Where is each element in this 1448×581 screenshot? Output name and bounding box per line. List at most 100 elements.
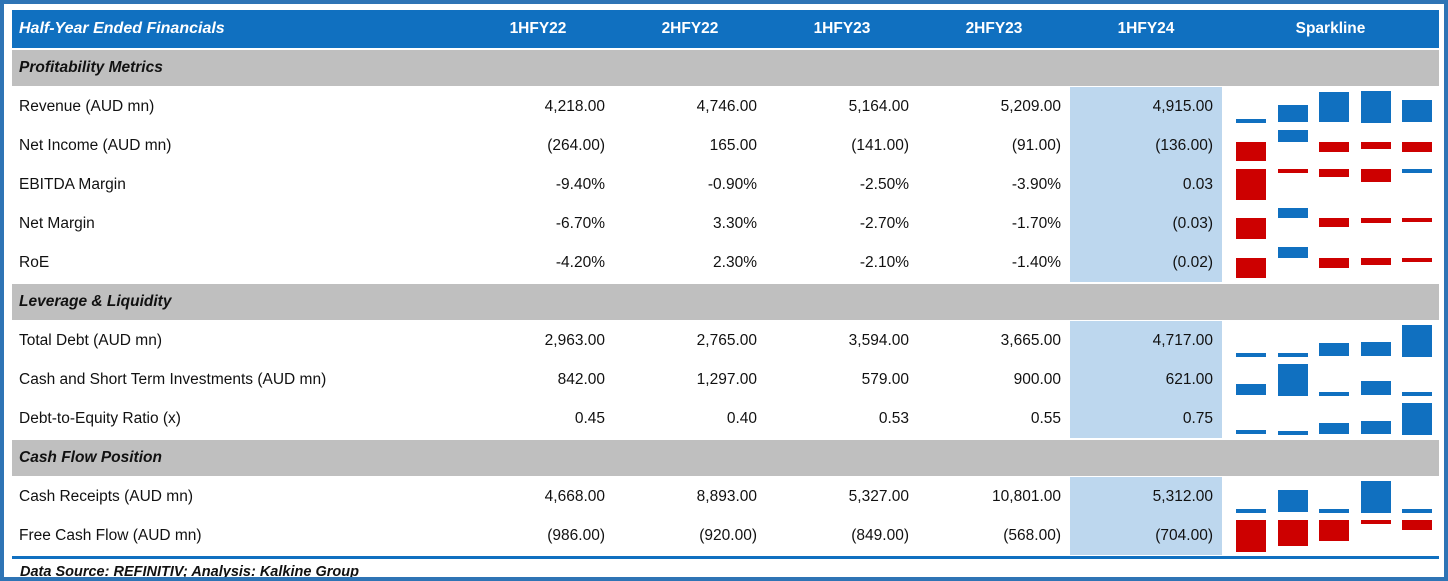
row-label: Cash Receipts (AUD mn): [19, 487, 193, 505]
section-header-row: Profitability Metrics: [12, 50, 1439, 86]
value-cell: -9.40%: [555, 175, 605, 193]
value-cell: (920.00): [699, 526, 757, 544]
value-cell: 3,594.00: [848, 331, 909, 349]
sparkline-bar: [1360, 90, 1391, 123]
sparkline-chart: [1236, 363, 1432, 396]
value-cell: 4,915.00: [1070, 87, 1222, 126]
value-cell: (264.00): [547, 136, 605, 154]
sparkline-cell: [1222, 321, 1439, 360]
sparkline-bar: [1360, 341, 1391, 357]
sparkline-bar: [1277, 129, 1308, 142]
row-label: Total Debt (AUD mn): [19, 331, 162, 349]
value-cell: 5,312.00: [1070, 477, 1222, 516]
value-cell: -1.70%: [1011, 214, 1061, 232]
sparkline-bar: [1277, 363, 1308, 396]
value-cell: 165.00: [709, 136, 757, 154]
sparkline-bar: [1402, 519, 1432, 530]
sparkline-bar: [1236, 218, 1266, 240]
value-cell: (986.00): [547, 526, 605, 544]
value-cell: 842.00: [557, 370, 605, 388]
sparkline-bar: [1319, 168, 1349, 178]
sparkline-bar: [1402, 391, 1432, 396]
sparkline-bar: [1277, 246, 1308, 258]
value-cell: 0.03: [1070, 165, 1222, 204]
sparkline-bar: [1402, 99, 1432, 123]
value-cell: -1.40%: [1011, 253, 1061, 271]
value-cell: 4,717.00: [1070, 321, 1222, 360]
value-cell: 0.75: [1070, 399, 1222, 438]
column-header-sparkline: Sparkline: [1295, 20, 1366, 37]
value-cell: 0.55: [1030, 409, 1061, 427]
table-row: EBITDA Margin -9.40% -0.90% -2.50% -3.90% 0.0…: [12, 165, 1439, 204]
table-row: Cash and Short Term Investments (AUD mn)…: [12, 360, 1439, 399]
value-cell: 0.40: [726, 409, 757, 427]
sparkline-bar: [1319, 91, 1349, 123]
sparkline-chart: [1236, 519, 1432, 552]
sparkline-bar: [1236, 508, 1266, 513]
sparkline-chart: [1236, 402, 1432, 435]
value-cell: (0.03): [1070, 204, 1222, 243]
sparkline-bar: [1277, 430, 1308, 435]
source-note: Data Source: REFINITIV; Analysis: Kalkin…: [20, 563, 359, 580]
sparkline-cell: [1222, 87, 1439, 126]
sparkline-bar: [1236, 352, 1266, 357]
row-label: Free Cash Flow (AUD mn): [19, 526, 202, 544]
value-cell: -2.10%: [859, 253, 909, 271]
column-header-2hfy23: 2HFY23: [965, 20, 1023, 37]
sparkline-chart: [1236, 480, 1432, 513]
sparkline-chart: [1236, 207, 1432, 240]
sparkline-bar: [1277, 490, 1308, 513]
value-cell: 4,218.00: [544, 97, 605, 115]
sparkline-bar: [1360, 168, 1391, 182]
column-header-1hfy23: 1HFY23: [813, 20, 871, 37]
column-header-2hfy22: 2HFY22: [661, 20, 719, 37]
value-cell: 4,746.00: [696, 97, 757, 115]
value-cell: 2,765.00: [696, 331, 757, 349]
table-row: Net Income (AUD mn) (264.00) 165.00 (141.00…: [12, 126, 1439, 165]
table-row: Cash Receipts (AUD mn) 4,668.00 8,893.00 5,…: [12, 477, 1439, 516]
financial-table: Half-Year Ended Financials 1HFY22 2HFY22…: [4, 4, 1444, 580]
sparkline-bar: [1360, 420, 1391, 435]
sparkline-bar: [1402, 324, 1432, 357]
sparkline-bar: [1402, 508, 1432, 513]
value-cell: (704.00): [1070, 516, 1222, 555]
value-cell: 3,665.00: [1000, 331, 1061, 349]
value-cell: -2.70%: [859, 214, 909, 232]
row-label: Revenue (AUD mn): [19, 97, 155, 115]
sparkline-bar: [1402, 257, 1432, 262]
sparkline-bar: [1319, 141, 1349, 153]
sparkline-bar: [1236, 257, 1266, 279]
value-cell: 5,209.00: [1000, 97, 1061, 115]
sparkline-cell: [1222, 360, 1439, 399]
value-cell: (0.02): [1070, 243, 1222, 282]
sparkline-bar: [1402, 402, 1432, 435]
section-label: Profitability Metrics: [19, 59, 163, 76]
value-cell: (136.00): [1070, 126, 1222, 165]
sparkline-bar: [1277, 352, 1308, 357]
value-cell: 10,801.00: [992, 487, 1061, 505]
sparkline-bar: [1402, 218, 1432, 223]
section-header-row: Leverage & Liquidity: [12, 284, 1439, 320]
column-header-1hfy24: 1HFY24: [1117, 20, 1175, 37]
value-cell: -3.90%: [1011, 175, 1061, 193]
sparkline-chart: [1236, 90, 1432, 123]
row-label: Net Margin: [19, 214, 95, 232]
sparkline-cell: [1222, 516, 1439, 555]
sparkline-cell: [1222, 477, 1439, 516]
value-cell: 5,164.00: [848, 97, 909, 115]
sparkline-chart: [1236, 324, 1432, 357]
sparkline-bar: [1360, 218, 1391, 224]
value-cell: 5,327.00: [848, 487, 909, 505]
sparkline-bar: [1236, 429, 1266, 435]
table-row: Free Cash Flow (AUD mn) (986.00) (920.00) (…: [12, 516, 1439, 555]
section-label: Cash Flow Position: [19, 449, 162, 466]
value-cell: 3.30%: [713, 214, 757, 232]
sparkline-cell: [1222, 399, 1439, 438]
table-body: Profitability Metrics Revenue (AUD mn) 4,2…: [12, 48, 1439, 555]
value-cell: (91.00): [1011, 136, 1061, 154]
sparkline-bar: [1236, 141, 1266, 162]
sparkline-bar: [1360, 381, 1391, 396]
sparkline-bar: [1402, 168, 1432, 173]
sparkline-bar: [1277, 105, 1308, 123]
value-cell: 621.00: [1070, 360, 1222, 399]
